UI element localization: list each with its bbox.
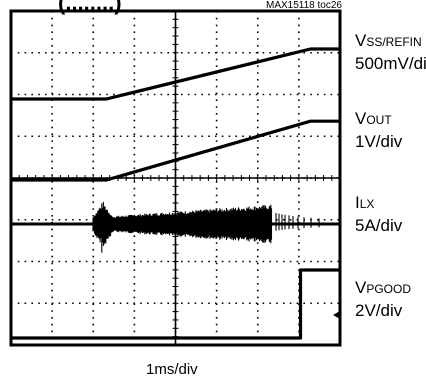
trace-label-pgood: VPGOOD 2V/div bbox=[355, 277, 411, 321]
x-axis-label: 1ms/div bbox=[146, 361, 198, 378]
trace-scale-vout: 1V/div bbox=[355, 132, 403, 151]
trace-label-vout: VOUT 1V/div bbox=[355, 108, 402, 152]
trace-label-ilx: ILX 5A/div bbox=[355, 192, 402, 236]
trace-label-vss-sub: SS/REFIN bbox=[366, 35, 422, 49]
trace-label-pgood-sub: PGOOD bbox=[366, 282, 412, 296]
pgood-marker-icon bbox=[333, 311, 340, 319]
scope-grid bbox=[9, 9, 342, 347]
trace-scale-pgood: 2V/div bbox=[355, 301, 403, 320]
trace-pgood bbox=[11, 268, 340, 340]
trace-label-vout-sub: OUT bbox=[366, 113, 392, 127]
trace-label-vout-main: V bbox=[355, 109, 367, 128]
trace-scale-ilx: 5A/div bbox=[355, 216, 403, 235]
trace-label-ilx-sub: LX bbox=[359, 197, 375, 211]
trace-label-ilx-main: I bbox=[355, 193, 360, 212]
trace-label-vss: VSS/REFIN 500mV/div bbox=[355, 30, 426, 74]
scope-traces bbox=[11, 47, 340, 340]
figure-id: MAX15118 toc26 bbox=[266, 0, 342, 11]
trace-vss-refin bbox=[11, 47, 340, 101]
trace-vout bbox=[11, 119, 340, 182]
trace-ilx-ripple bbox=[92, 202, 320, 253]
trace-label-vss-main: V bbox=[355, 31, 367, 50]
trace-scale-vss: 500mV/div bbox=[355, 54, 426, 73]
trace-label-pgood-main: V bbox=[355, 278, 367, 297]
